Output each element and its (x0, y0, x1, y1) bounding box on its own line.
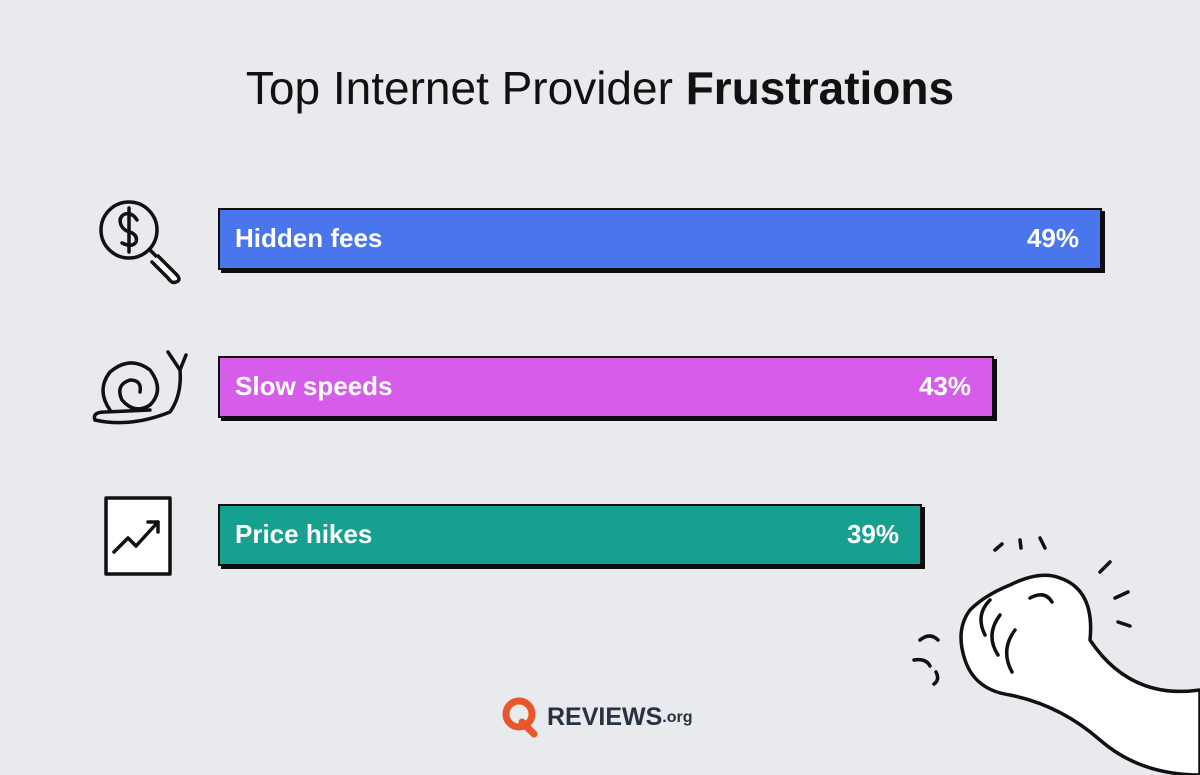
value-label: 43% (919, 371, 971, 401)
bar (218, 208, 1102, 270)
brand-text: REVIEWS.org (547, 703, 693, 731)
bar (218, 504, 922, 566)
brand-suffix: .org (662, 709, 692, 726)
category-label: Slow speeds (235, 371, 393, 401)
chart-title: Top Internet Provider Frustrations (246, 62, 954, 114)
value-label: 39% (847, 519, 899, 549)
brand-logo: REVIEWS.org (502, 697, 693, 738)
illustration-fist (912, 536, 1200, 775)
title-bold: Frustrations (686, 62, 954, 114)
category-label: Price hikes (235, 519, 372, 549)
brand-mark-tail (518, 718, 538, 738)
title-regular: Top Internet Provider (246, 62, 673, 114)
category-label: Hidden fees (235, 223, 382, 253)
icon-fees (99, 200, 181, 285)
value-label: 49% (1027, 223, 1079, 253)
icon-snail (92, 350, 188, 425)
bar (218, 356, 994, 418)
icon-chart (104, 496, 172, 576)
brand-mark (502, 697, 536, 731)
brand-name: REVIEWS (547, 703, 662, 731)
